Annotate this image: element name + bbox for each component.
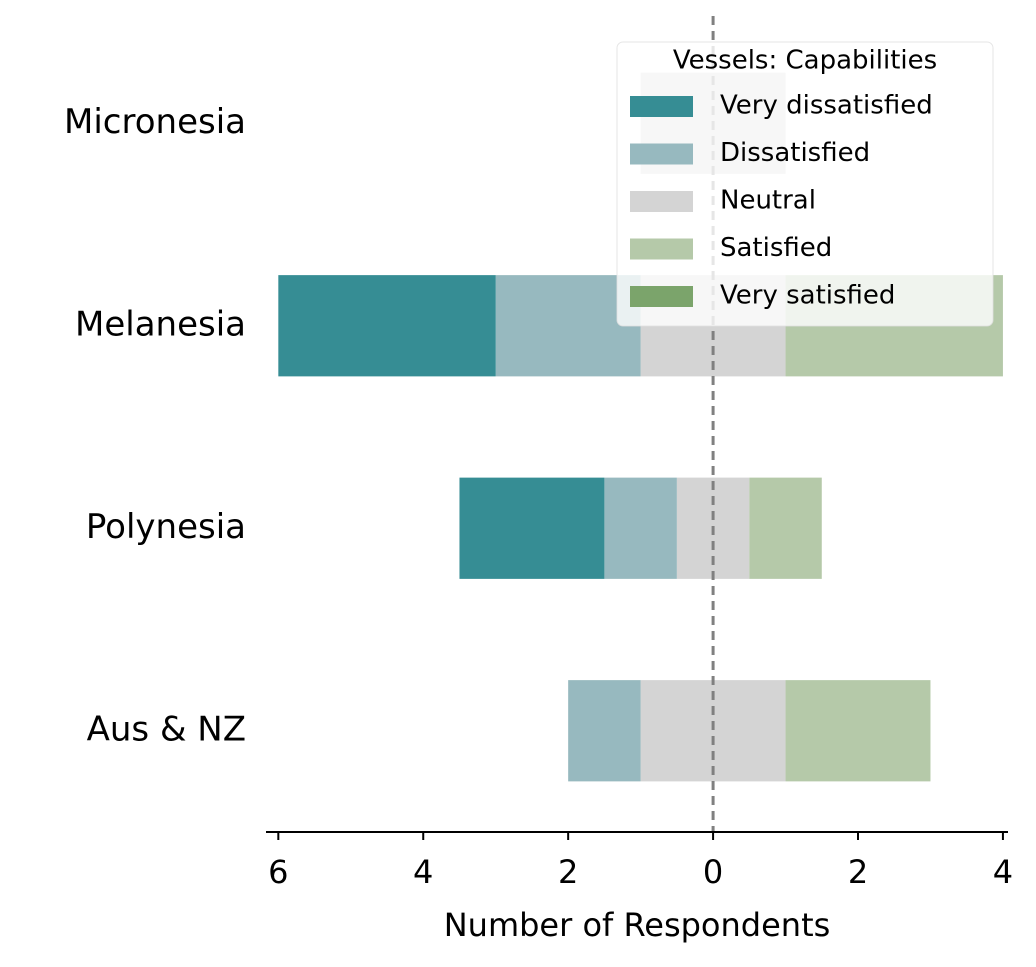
- x-axis-label: Number of Respondents: [444, 906, 831, 944]
- legend-title: Vessels: Capabilities: [673, 46, 937, 76]
- y-tick-label: Melanesia: [75, 304, 246, 344]
- y-tick-label: Polynesia: [86, 507, 246, 547]
- legend-swatch: [630, 143, 693, 165]
- legend-label: Satisfied: [720, 233, 832, 263]
- legend-label: Neutral: [720, 186, 816, 216]
- y-tick-label: Aus & NZ: [87, 709, 246, 749]
- legend-label: Very dissatisfied: [720, 91, 933, 121]
- x-tick-label: 0: [703, 853, 723, 891]
- y-tick-label: Micronesia: [64, 102, 246, 142]
- bar-segment: [278, 275, 496, 377]
- x-tick-label: 4: [413, 853, 433, 891]
- bar-segment: [568, 680, 641, 782]
- bar-segment: [459, 477, 605, 579]
- x-tick-label: 2: [558, 853, 578, 891]
- legend-label: Very satisfied: [720, 281, 895, 311]
- bar-segment: [749, 477, 822, 579]
- legend-swatch: [630, 286, 693, 307]
- legend-swatch: [630, 191, 693, 212]
- x-tick-label: 4: [993, 853, 1013, 891]
- legend-swatch: [630, 96, 693, 117]
- x-tick-label: 2: [848, 853, 868, 891]
- legend-box: [616, 41, 994, 327]
- bar-segment: [604, 477, 677, 579]
- legend-swatch: [630, 238, 693, 260]
- bar-segment: [495, 275, 641, 377]
- legend-label: Dissatisfied: [720, 138, 870, 168]
- x-tick-label: 6: [268, 853, 288, 891]
- bar-segment: [785, 680, 931, 782]
